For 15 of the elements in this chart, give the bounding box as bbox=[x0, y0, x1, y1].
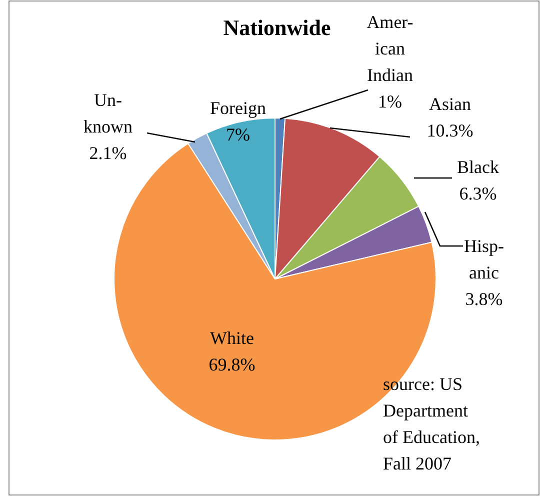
slice-label: Asian bbox=[429, 94, 471, 114]
slice-label: Foreign bbox=[210, 98, 266, 118]
data-label: 2.1% bbox=[89, 143, 127, 163]
slice-label: Un- known bbox=[84, 90, 132, 136]
data-label: 3.8% bbox=[465, 289, 503, 309]
data-label: 10.3% bbox=[426, 120, 474, 140]
data-label: 1% bbox=[378, 92, 402, 112]
slice-label: Hisp- anic bbox=[464, 236, 504, 282]
slice-label: White bbox=[210, 328, 254, 348]
chart-title: Nationwide bbox=[223, 15, 332, 40]
data-label: 69.8% bbox=[208, 354, 256, 374]
data-label: 6.3% bbox=[459, 184, 497, 204]
slice-label: Black bbox=[457, 157, 499, 177]
slice-label: Amer- ican Indian bbox=[366, 12, 414, 85]
data-label: 7% bbox=[226, 124, 250, 144]
